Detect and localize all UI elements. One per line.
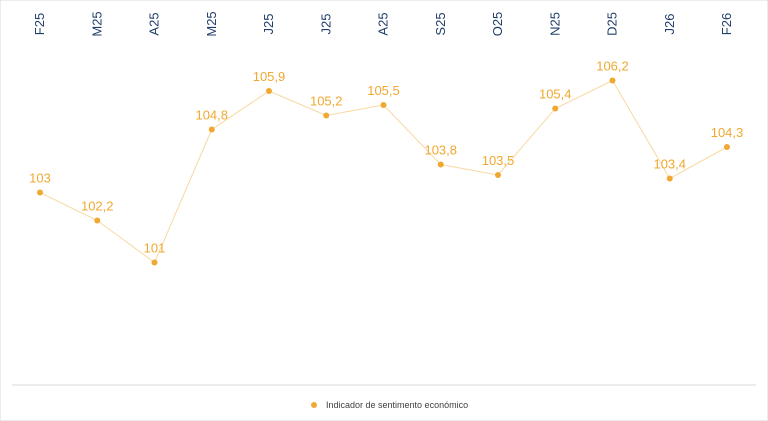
data-point: [609, 77, 616, 84]
category-label: D25: [605, 12, 620, 36]
data-point: [208, 126, 215, 133]
data-point: [323, 112, 330, 119]
data-label: 105,4: [539, 87, 572, 102]
legend-marker: [311, 402, 317, 408]
data-label: 105,5: [367, 83, 400, 98]
category-label: N25: [547, 12, 562, 36]
data-point: [724, 144, 730, 150]
category-label: A25: [376, 12, 391, 35]
data-point: [552, 105, 559, 112]
category-label: A25: [147, 12, 162, 35]
data-points: [37, 77, 730, 266]
data-label: 105,9: [253, 69, 286, 84]
data-point: [495, 172, 501, 178]
category-label: M25: [89, 11, 104, 36]
category-label: M25: [204, 11, 219, 36]
data-point: [37, 189, 43, 196]
category-label: S25: [433, 12, 448, 35]
legend-label: Indicador de sentimento económico: [326, 400, 468, 410]
data-point: [266, 88, 272, 94]
category-label: J26: [662, 14, 677, 35]
category-label: J25: [261, 14, 276, 35]
data-point: [151, 259, 158, 266]
data-label: 105,2: [310, 94, 343, 109]
category-label: F25: [32, 13, 47, 35]
data-label: 104,8: [195, 108, 228, 123]
category-label: J25: [318, 14, 333, 35]
data-label: 103,4: [653, 157, 686, 172]
data-label: 103,8: [424, 143, 457, 158]
data-point: [437, 161, 444, 168]
data-point: [666, 175, 673, 182]
category-axis: F25 M25 A25 M25 J25 J25 A25 S25 O25 N25 D25 J26 F26: [32, 11, 734, 36]
category-label: F26: [719, 13, 734, 35]
data-label: 101: [144, 241, 166, 256]
legend: Indicador de sentimento económico: [311, 400, 468, 410]
data-point: [380, 102, 387, 108]
data-labels: 103 102,2 101 104,8 105,9 105,2 105,5 103,8 103,…: [29, 59, 743, 256]
data-point: [94, 217, 101, 224]
category-label: O25: [490, 12, 505, 37]
data-label: 103: [29, 171, 51, 186]
data-label: 103,5: [482, 153, 515, 168]
data-label: 104,3: [711, 125, 744, 140]
data-label: 102,2: [81, 199, 114, 214]
data-label: 106,2: [596, 59, 629, 74]
